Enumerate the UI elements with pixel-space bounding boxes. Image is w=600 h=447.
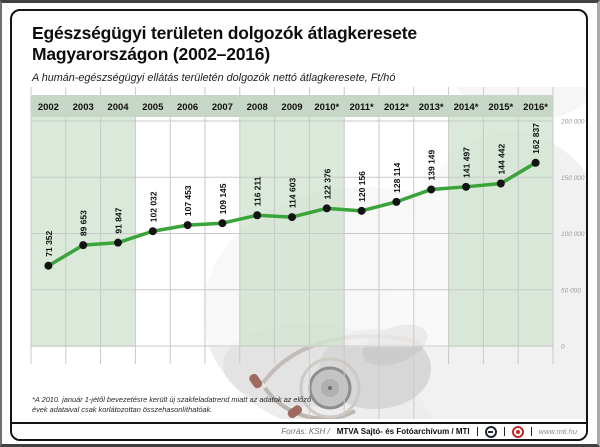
source-prefix: Forrás: KSH / — [281, 427, 330, 436]
green-stripe — [483, 117, 519, 347]
value-label: 116 211 — [253, 176, 263, 206]
year-label: 2006 — [177, 102, 198, 113]
green-stripe — [65, 117, 101, 347]
year-header-band — [31, 95, 553, 117]
white-stripe — [344, 117, 379, 347]
stethoscope-eartip — [287, 405, 303, 419]
stethoscope-tube-loop — [299, 357, 361, 419]
mtva-logo-icon — [484, 425, 497, 438]
y-axis-tick-label: 0 — [561, 344, 565, 351]
green-stripe — [274, 117, 310, 347]
green-stripe — [309, 117, 345, 347]
y-axis-tick-label: 100 000 — [561, 231, 585, 238]
value-label: 102 032 — [148, 191, 158, 222]
source-footer: Forrás: KSH / MTVA Sajtó- és Fotóarchívu… — [12, 422, 586, 439]
year-label: 2014* — [454, 102, 479, 113]
y-axis-tick-label: 200 000 — [560, 119, 585, 126]
data-point — [183, 221, 192, 230]
green-stripe — [518, 117, 553, 347]
green-stripe — [448, 117, 484, 347]
data-point — [218, 219, 227, 228]
source-credit: MTVA Sajtó- és Fotóarchívum / MTI — [336, 427, 470, 436]
y-axis-tick-label: 50 000 — [561, 287, 581, 294]
data-point — [531, 158, 540, 167]
value-label: 71 352 — [44, 230, 54, 256]
data-point — [44, 261, 53, 270]
stethoscope-tube — [263, 386, 356, 419]
green-stripe — [31, 117, 66, 347]
year-label: 2003 — [73, 102, 94, 113]
footnote-line-1: *A 2010. január 1-jétől bevezetésre kerü… — [32, 395, 312, 404]
data-point — [496, 179, 505, 188]
value-label: 89 653 — [79, 210, 89, 236]
year-label: 2010* — [314, 102, 339, 113]
year-label: 2005 — [142, 102, 164, 113]
green-stripe — [100, 117, 136, 347]
year-label: 2004 — [107, 102, 129, 113]
white-stripe — [379, 117, 414, 347]
data-point — [322, 204, 331, 213]
value-label: 91 847 — [114, 207, 124, 233]
year-label: 2015* — [488, 102, 513, 113]
data-point — [462, 182, 470, 191]
year-label: 2013* — [419, 102, 444, 113]
footer-divider — [530, 427, 532, 436]
value-label: 128 114 — [392, 162, 402, 193]
year-label: 2016* — [523, 102, 548, 113]
value-label: 162 837 — [531, 123, 541, 154]
website-link[interactable]: www.mti.hu — [538, 427, 577, 436]
year-label: 2012* — [384, 102, 409, 113]
data-point — [114, 238, 122, 247]
data-point — [253, 211, 262, 220]
infographic-card: Egészségügyi területen dolgozók átlagker… — [10, 9, 588, 441]
footnote: *A 2010. január 1-jétől bevezetésre kerü… — [32, 395, 314, 414]
year-label: 2011* — [349, 102, 374, 113]
footer-divider — [476, 427, 478, 436]
year-label: 2009 — [281, 102, 302, 113]
white-stripe — [205, 117, 240, 347]
footer-divider — [503, 427, 505, 436]
year-label: 2007 — [212, 102, 233, 113]
footnote-line-2: évek adataival csak korlátozottan összeh… — [32, 404, 213, 414]
title-line-1: Egészségügyi területen dolgozók átlagker… — [32, 23, 417, 43]
value-label: 114 603 — [288, 178, 298, 209]
earnings-line-chart: 200 000 150 000 100 000 50 000 0 2002 2003 2004… — [30, 87, 586, 419]
data-point — [392, 197, 401, 206]
value-label: 139 149 — [427, 149, 437, 180]
value-label: 141 497 — [462, 147, 472, 178]
value-label: 109 145 — [218, 183, 228, 214]
data-point — [288, 213, 296, 222]
data-point — [79, 241, 88, 250]
white-stripe — [413, 117, 449, 347]
data-point — [357, 206, 366, 215]
value-label: 107 453 — [183, 185, 193, 216]
white-stripe — [170, 117, 205, 347]
value-label: 120 156 — [357, 171, 367, 202]
year-label: 2002 — [38, 102, 59, 113]
data-point — [148, 227, 157, 236]
y-axis-tick-label: 150 000 — [561, 175, 585, 182]
stethoscope-chestpiece-dot — [328, 386, 332, 390]
data-point — [427, 185, 436, 194]
chart-subtitle: A humán-egészségügyi ellátás területén d… — [32, 72, 396, 84]
title-line-2: Magyarországon (2002–2016) — [32, 44, 270, 65]
year-label: 2008 — [247, 102, 268, 113]
mti-logo-icon — [511, 425, 524, 438]
green-stripe — [239, 117, 275, 347]
stethoscope-eartip — [249, 373, 263, 389]
value-label: 144 442 — [496, 144, 506, 175]
page-title: Egészségügyi területen dolgozók átlagker… — [32, 23, 502, 66]
value-label: 122 376 — [322, 168, 332, 199]
